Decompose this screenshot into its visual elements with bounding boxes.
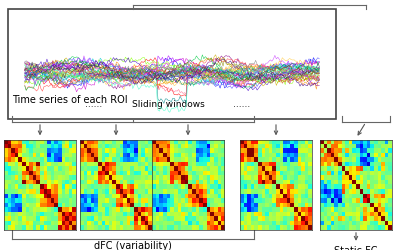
Text: ......: ...... [202, 176, 226, 189]
FancyBboxPatch shape [8, 10, 336, 120]
Text: ......: ...... [233, 100, 251, 109]
Text: Static FC
(strength): Static FC (strength) [332, 245, 380, 250]
Text: Time series of each ROI: Time series of each ROI [12, 95, 128, 105]
Text: dFC (variability): dFC (variability) [94, 240, 172, 250]
Text: ......: ...... [85, 100, 103, 109]
Text: Sliding windows: Sliding windows [132, 100, 204, 109]
